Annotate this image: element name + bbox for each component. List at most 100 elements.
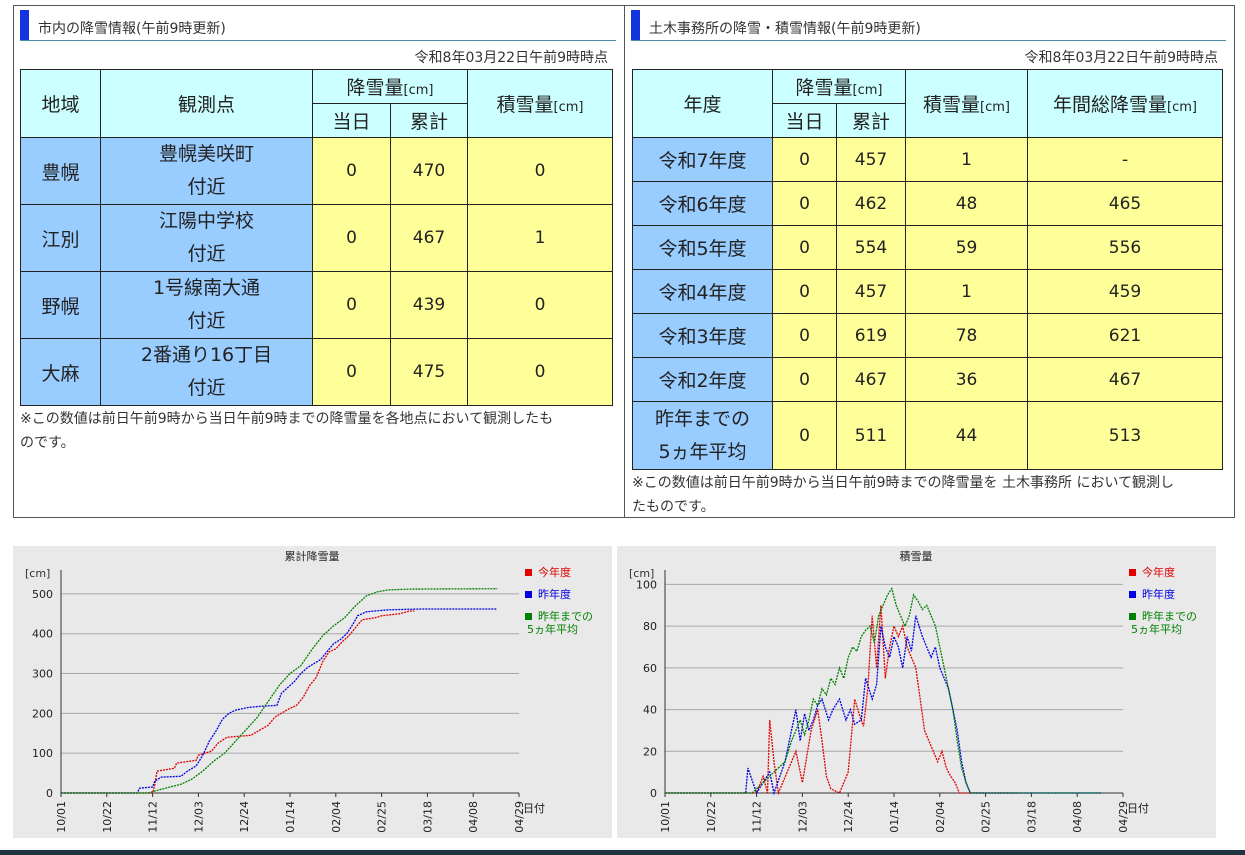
today-cell: 0 <box>772 137 837 182</box>
today-cell: 0 <box>772 357 837 402</box>
title-accent-bar <box>20 10 29 40</box>
depth-cell: 0 <box>467 338 614 406</box>
x-axis-label: 日付 <box>1127 802 1149 815</box>
header-station: 観測点 <box>100 69 313 138</box>
station-cell: 2番通り16丁目 付近 <box>100 338 313 406</box>
title-accent-bar <box>631 10 640 40</box>
legend-label: 昨年度 <box>538 587 571 601</box>
y-tick-label: 100 <box>636 578 657 591</box>
series-line <box>665 615 1102 796</box>
series-line <box>61 610 415 794</box>
total-cell: 439 <box>389 271 469 339</box>
region-cell: 野幌 <box>20 271 101 339</box>
series-line <box>665 605 1019 796</box>
x-tick-label: 04/29 <box>1117 801 1130 833</box>
total-cell: 475 <box>389 338 469 406</box>
y-tick-label: 400 <box>32 628 53 641</box>
legend-label: 今年度 <box>538 565 571 579</box>
annual-cell: 465 <box>1027 181 1224 226</box>
table-row: 令和4年度 0 457 1 459 <box>632 269 1224 314</box>
depth-cell: 1 <box>905 269 1029 314</box>
today-cell: 0 <box>772 181 837 226</box>
depth-cell: 0 <box>467 271 614 339</box>
avg-year-cell: 昨年までの 5ヵ年平均 <box>632 401 773 470</box>
today-cell: 0 <box>312 338 391 406</box>
office-snow-panel: 土木事務所の降雪・積雪情報(午前9時更新) 令和8年03月22日午前9時時点 年… <box>625 6 1234 517</box>
year-cell: 令和5年度 <box>632 225 773 270</box>
today-cell: 0 <box>312 204 391 272</box>
office-panel-header: 土木事務所の降雪・積雪情報(午前9時更新) <box>631 10 1226 41</box>
today-cell: 0 <box>772 313 837 358</box>
office-panel-title: 土木事務所の降雪・積雪情報(午前9時更新) <box>649 21 921 37</box>
header-depth: 積雪量[cm] <box>905 69 1029 138</box>
y-tick-label: 40 <box>643 704 657 717</box>
x-tick-label: 10/22 <box>705 801 718 833</box>
depth-cell: 1 <box>467 204 614 272</box>
city-snow-panel: 市内の降雪情報(午前9時更新) 令和8年03月22日午前9時時点 地域 観測点 … <box>14 6 625 517</box>
legend-swatch <box>1129 569 1136 576</box>
total-cell: 470 <box>389 137 469 205</box>
legend-swatch <box>525 569 532 576</box>
depth-cell: 1 <box>905 137 1029 182</box>
legend-label: 昨年までの <box>1142 609 1197 623</box>
region-cell: 大麻 <box>20 338 101 406</box>
annual-cell: - <box>1027 137 1224 182</box>
city-panel-header: 市内の降雪情報(午前9時更新) <box>20 10 616 41</box>
total-cell: 462 <box>835 181 907 226</box>
year-cell: 令和6年度 <box>632 181 773 226</box>
x-axis-label: 日付 <box>523 802 545 815</box>
y-tick-label: 300 <box>32 668 53 681</box>
today-cell: 0 <box>772 225 837 270</box>
x-tick-label: 10/01 <box>659 801 672 833</box>
depth-cell: 36 <box>905 357 1029 402</box>
year-cell: 令和2年度 <box>632 357 773 402</box>
y-tick-label: 20 <box>643 745 657 758</box>
annual-cell: 621 <box>1027 313 1224 358</box>
x-tick-label: 12/24 <box>238 801 251 833</box>
legend-label: 今年度 <box>1142 565 1175 579</box>
y-tick-label: 0 <box>46 787 53 800</box>
total-cell: 467 <box>389 204 469 272</box>
header-region: 地域 <box>20 69 101 138</box>
header-total: 累計 <box>389 103 469 138</box>
header-total: 累計 <box>835 103 907 138</box>
cumulative-snowfall-svg: 累計降雪量 [cm] 0 100 200 300 400 500 10/01 10/22 11/12… <box>25 549 593 833</box>
header-snowfall: 降雪量[cm] <box>311 69 469 104</box>
x-tick-label: 02/04 <box>330 801 343 833</box>
x-tick-label: 11/12 <box>147 801 160 833</box>
year-cell: 令和7年度 <box>632 137 773 182</box>
total-cell: 467 <box>835 357 907 402</box>
x-tick-label: 03/18 <box>421 801 434 833</box>
region-cell: 江別 <box>20 204 101 272</box>
annual-cell: 513 <box>1027 401 1224 470</box>
annual-cell: 467 <box>1027 357 1224 402</box>
y-tick-label: 200 <box>32 707 53 720</box>
office-snow-table: 年度 降雪量[cm] 積雪量[cm] 年間総降雪量[cm] 当日 累計 令和7年… <box>632 69 1224 470</box>
station-cell: 1号線南大通 付近 <box>100 271 313 339</box>
depth-cell: 48 <box>905 181 1029 226</box>
x-tick-label: 02/04 <box>934 801 947 833</box>
header-depth: 積雪量[cm] <box>467 69 614 138</box>
header-annual: 年間総降雪量[cm] <box>1027 69 1224 138</box>
x-tick-label: 11/12 <box>751 801 764 833</box>
table-row: 江別 江陽中学校 付近 0 467 1 <box>20 204 614 272</box>
legend-label: 5ヵ年平均 <box>527 622 578 636</box>
table-row: 令和3年度 0 619 78 621 <box>632 313 1224 358</box>
city-footnote: ※この数値は前日午前9時から当日午前9時までの降雪量を各地点において観測したも … <box>20 411 554 451</box>
snow-depth-chart: 積雪量 [cm] 0 20 40 60 80 100 10/01 10/22 11/12 12/03 1… <box>617 546 1216 838</box>
footer-bar <box>0 850 1245 855</box>
table-row: 昨年までの 5ヵ年平均 0 511 44 513 <box>632 401 1224 470</box>
cumulative-snowfall-chart: 累計降雪量 [cm] 0 100 200 300 400 500 10/01 10/22 11/12… <box>13 546 612 838</box>
legend-label: 昨年度 <box>1142 587 1175 601</box>
header-snowfall: 降雪量[cm] <box>771 69 907 104</box>
x-tick-label: 02/25 <box>376 801 389 833</box>
table-row: 野幌 1号線南大通 付近 0 439 0 <box>20 271 614 339</box>
x-tick-label: 12/24 <box>842 801 855 833</box>
office-footnote: ※この数値は前日午前9時から当日午前9時までの降雪量を 土木事務所 において観測… <box>632 475 1175 515</box>
y-axis-unit-label: [cm] <box>629 567 654 580</box>
chart-title: 積雪量 <box>900 549 933 563</box>
y-tick-label: 0 <box>650 787 657 800</box>
table-row: 令和2年度 0 467 36 467 <box>632 357 1224 402</box>
y-tick-label: 60 <box>643 662 657 675</box>
year-cell: 令和4年度 <box>632 269 773 314</box>
